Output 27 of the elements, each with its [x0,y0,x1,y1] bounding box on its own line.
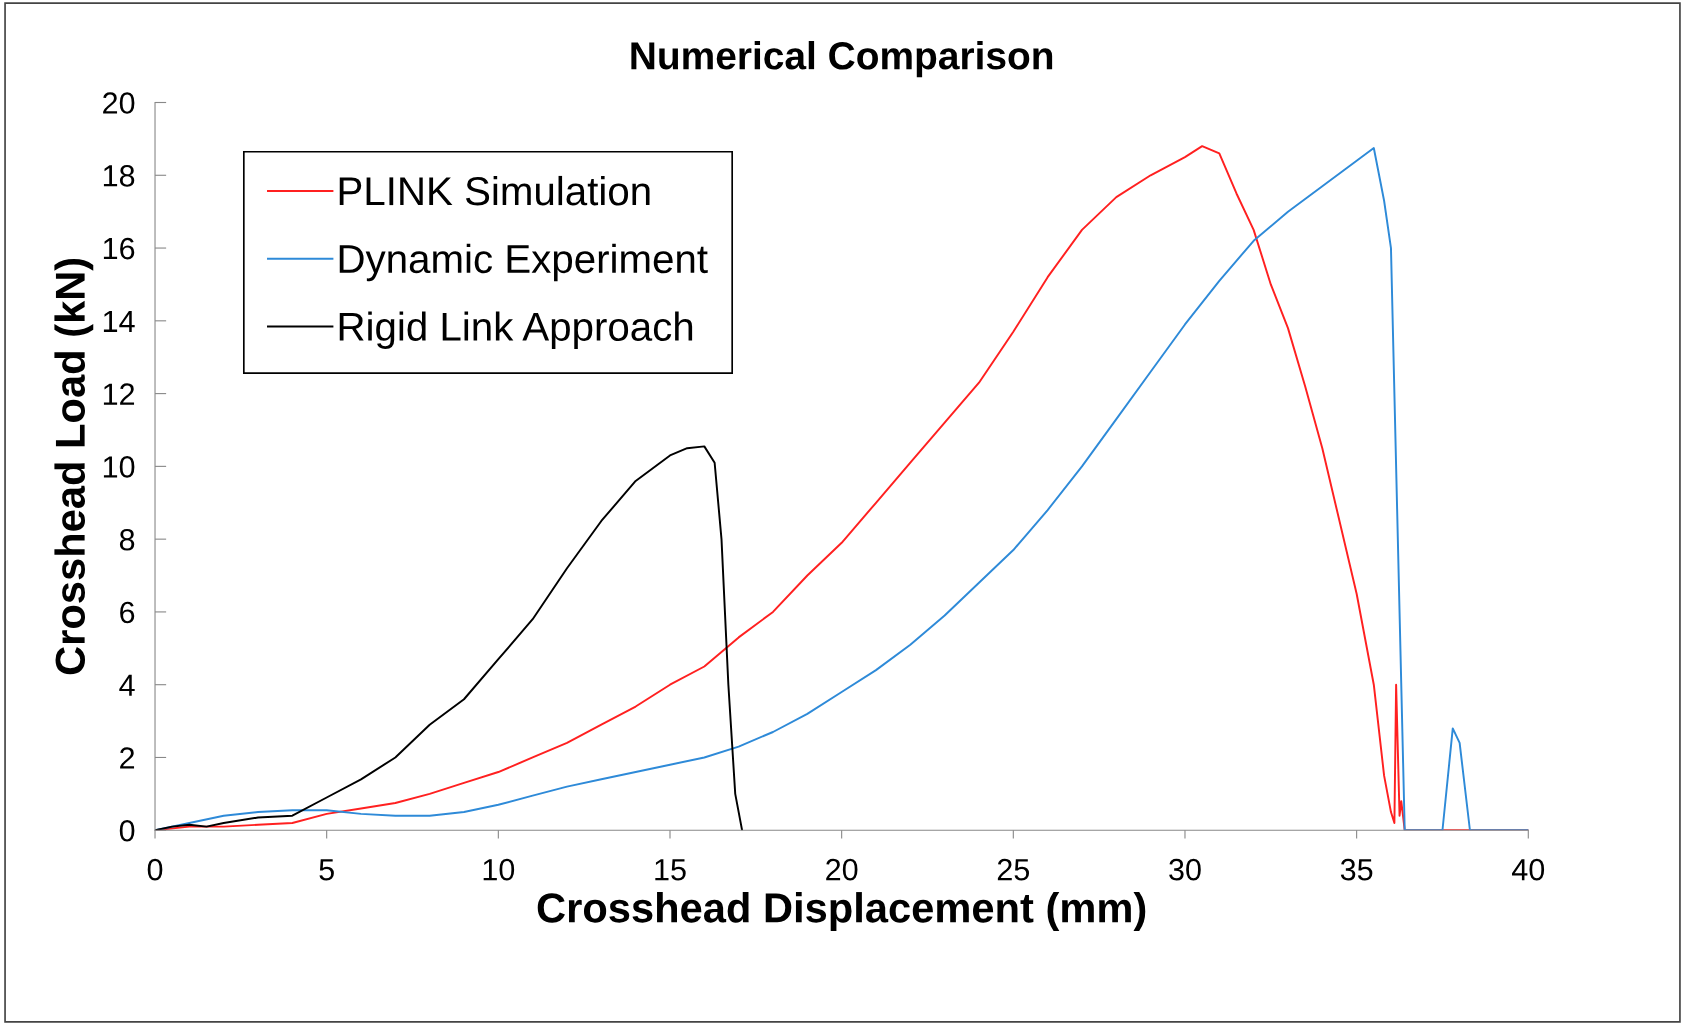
legend-label: Rigid Link Approach [339,311,693,349]
legend-label: Dynamic Experiment [339,243,708,282]
y-tick-label: 10 [103,456,135,478]
x-tick-label: 25 [997,858,1030,881]
y-tick-label: 8 [119,528,135,551]
y-tick-label: 0 [119,819,135,842]
y-axis-title: Crosshead Load (kN) [54,258,94,675]
y-tick-label: 2 [120,747,135,769]
y-tick-label: 6 [120,601,135,624]
legend-label: PLINK Simulation [339,175,650,206]
y-tick-label: 20 [103,92,135,114]
x-tick-label: 40 [1512,858,1545,881]
x-axis-title: Crosshead Displacement (mm) [537,892,1146,931]
chart-title: Numerical Comparison [631,40,1053,78]
y-tick-label: 16 [103,237,135,260]
x-tick-label: 0 [147,858,163,881]
x-tick-label: 15 [655,859,686,881]
y-tick-label: 4 [119,674,135,696]
x-tick-label: 5 [319,859,334,881]
y-tick-label: 14 [103,310,135,332]
y-tick-label: 18 [103,165,135,187]
x-tick-label: 20 [826,858,858,881]
y-tick-label: 12 [103,383,135,405]
line-series [155,445,744,831]
x-tick-label: 30 [1169,858,1201,881]
x-tick-label: 35 [1340,858,1373,881]
x-tick-label: 10 [483,858,515,881]
